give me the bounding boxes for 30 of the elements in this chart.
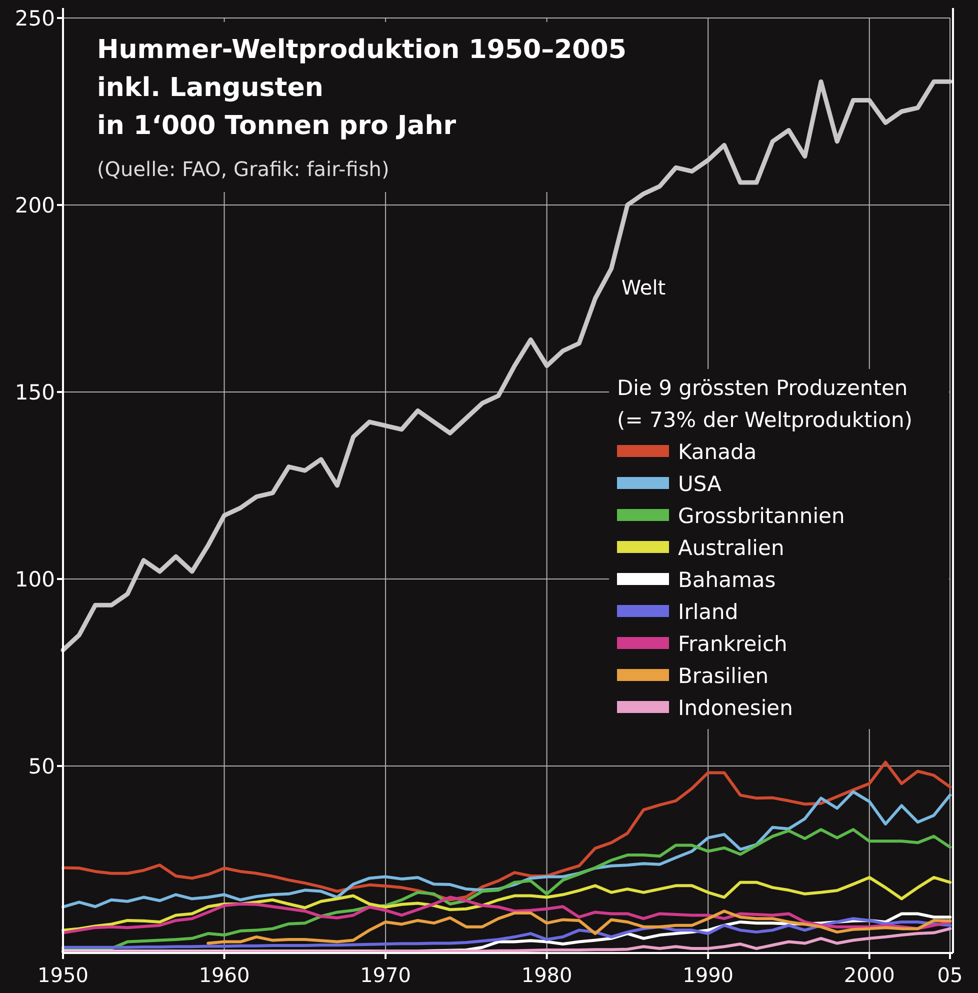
legend-label: USA <box>678 472 722 496</box>
legend-label: Irland <box>678 600 738 624</box>
y-tick-label: 200 <box>14 193 55 218</box>
x-tick-label: 1970 <box>360 963 411 987</box>
x-tick-label: 2000 <box>844 963 895 987</box>
legend-label: Brasilien <box>678 664 769 688</box>
y-tick-label: 100 <box>14 567 55 592</box>
series-label: Welt <box>621 276 666 300</box>
x-tick-label: 1950 <box>38 963 88 987</box>
line-series <box>62 790 952 908</box>
legend-label: Grossbritannien <box>678 504 845 528</box>
legend-label: Indonesien <box>678 696 793 720</box>
x-tick-label: 1990 <box>682 963 734 987</box>
legend-label: Kanada <box>678 440 757 464</box>
line-series <box>62 876 952 932</box>
x-tick-label: 05 <box>937 963 963 987</box>
line-series <box>62 896 952 934</box>
legend-label: Bahamas <box>678 568 776 592</box>
text: Hummer-Weltproduktion 1950–2005 inkl. Langusten in 1‘000 Tonnen pro Jahr <box>97 35 626 141</box>
legend-label: Australien <box>678 536 784 560</box>
x-tick-label: 1960 <box>198 963 250 987</box>
legend-title: Die 9 grössten Produzenten (= 73% der Weltproduktion) <box>617 376 912 432</box>
text: (Quelle: FAO, Grafik: fair-fish) <box>97 157 390 181</box>
line-series <box>62 760 952 902</box>
x-tick-label: 1980 <box>521 963 572 987</box>
y-tick-label: 50 <box>28 754 55 778</box>
y-tick-label: 250 <box>14 6 55 30</box>
y-tick-label: 150 <box>14 380 55 404</box>
legend-label: Frankreich <box>678 632 788 656</box>
line-series <box>206 910 952 945</box>
